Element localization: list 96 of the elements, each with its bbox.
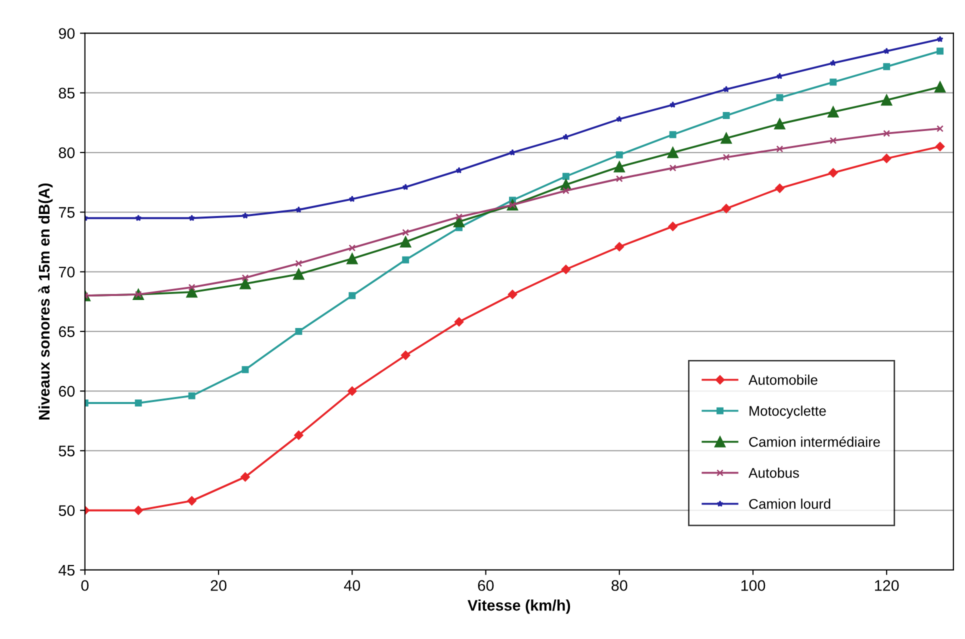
y-tick-label: 75	[58, 207, 75, 218]
y-tick-label: 65	[58, 326, 75, 338]
point	[454, 317, 464, 327]
point	[188, 214, 196, 222]
point	[830, 78, 837, 86]
point	[774, 118, 786, 130]
point	[509, 149, 516, 156]
y-tick-label: 45	[58, 565, 75, 576]
point	[453, 216, 465, 228]
point	[295, 260, 302, 267]
point	[828, 106, 839, 118]
point	[830, 137, 837, 144]
legend-label: Automobile	[748, 374, 818, 385]
point	[242, 212, 249, 219]
point	[348, 386, 357, 396]
x-tick-label: 0	[81, 580, 89, 591]
point	[776, 94, 784, 102]
legend-label: Camion lourd	[749, 498, 830, 509]
point	[883, 130, 890, 137]
point	[669, 131, 676, 138]
point	[240, 472, 250, 482]
point	[402, 228, 410, 236]
point	[400, 236, 412, 248]
point	[936, 125, 944, 132]
point	[402, 184, 409, 190]
point	[562, 187, 570, 194]
point	[561, 264, 571, 274]
point	[936, 48, 944, 55]
point	[188, 284, 196, 291]
point	[828, 168, 838, 178]
point	[669, 164, 676, 172]
y-tick-label: 85	[58, 88, 75, 99]
point	[295, 328, 302, 335]
point	[242, 274, 249, 282]
point	[508, 290, 518, 300]
point	[240, 278, 251, 290]
point	[400, 350, 410, 360]
y-tick-label: 60	[58, 386, 75, 397]
point	[562, 134, 570, 140]
legend-label: Camion intermédiaire	[749, 436, 880, 447]
point	[346, 253, 358, 264]
point	[883, 63, 890, 70]
point	[293, 268, 304, 280]
x-axis-title: Vitesse (km/h)	[468, 600, 570, 614]
point	[614, 242, 624, 252]
point	[883, 48, 890, 54]
point	[294, 430, 304, 440]
point	[134, 506, 143, 515]
y-axis-title: Niveaux sonores à 15m en dB(A)	[38, 183, 53, 420]
point	[720, 132, 732, 144]
point	[348, 196, 356, 202]
point	[562, 172, 570, 180]
point	[186, 286, 198, 298]
point	[668, 222, 678, 232]
x-tick-label: 20	[210, 580, 226, 591]
point	[722, 154, 730, 161]
point	[882, 154, 892, 164]
point	[616, 175, 623, 182]
y-tick-label: 90	[58, 28, 75, 39]
point	[348, 292, 356, 300]
point	[295, 206, 302, 213]
legend-label: Autobus	[748, 468, 799, 478]
y-tick-label: 80	[58, 147, 75, 158]
point	[667, 146, 678, 158]
y-tick-label: 50	[58, 505, 75, 516]
point	[935, 142, 945, 152]
point	[242, 366, 249, 374]
point	[614, 161, 625, 172]
point	[456, 213, 463, 220]
x-tick-label: 60	[478, 580, 494, 591]
point	[934, 81, 946, 92]
point	[936, 36, 944, 42]
point	[881, 94, 892, 106]
legend-label: Motocyclette	[750, 406, 826, 419]
y-tick-label: 70	[58, 266, 75, 278]
point	[669, 101, 676, 108]
x-tick-label: 100	[741, 580, 766, 591]
point	[134, 400, 142, 406]
point	[456, 166, 462, 174]
point	[187, 496, 196, 506]
point	[722, 204, 731, 214]
x-tick-label: 120	[875, 580, 899, 591]
point	[776, 145, 784, 152]
point	[775, 184, 784, 193]
point	[616, 151, 623, 158]
point	[776, 72, 784, 80]
x-tick-label: 80	[612, 580, 628, 591]
y-tick-label: 55	[58, 446, 75, 456]
point	[722, 86, 730, 92]
point	[402, 256, 410, 264]
point	[135, 214, 142, 222]
x-tick-label: 40	[344, 580, 360, 591]
point	[188, 392, 196, 400]
point	[348, 244, 356, 252]
point	[722, 112, 730, 120]
point	[616, 116, 623, 122]
